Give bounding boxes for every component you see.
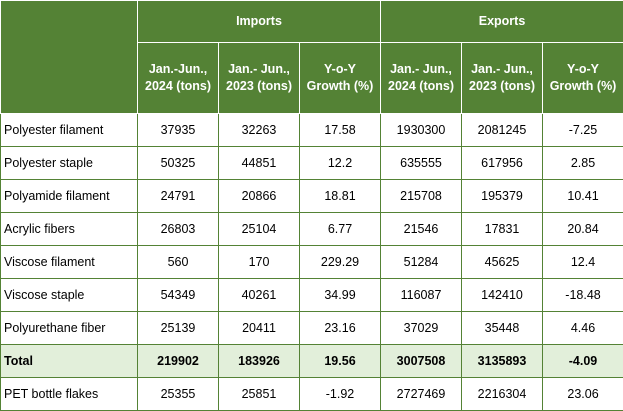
table-cell: 25104 xyxy=(218,212,300,246)
table-cell: 4.46 xyxy=(542,311,623,345)
table-row: Acrylic fibers 26803 25104 6.77 21546 17831 20… xyxy=(0,212,623,246)
column-header: Y-o-Y Growth (%) xyxy=(298,42,382,114)
table-cell: 37935 xyxy=(137,113,219,147)
table-cell: 20411 xyxy=(218,311,300,345)
row-label: PET bottle flakes xyxy=(0,377,138,411)
table-cell: 1930300 xyxy=(380,113,463,147)
table-cell: 40261 xyxy=(218,278,300,312)
column-header: Jan.- Jun., 2023 (tons) xyxy=(461,42,544,114)
table-cell: 54349 xyxy=(137,278,219,312)
row-label: Polyamide filament xyxy=(0,179,138,213)
table-cell: 17.58 xyxy=(298,113,382,147)
table-cell: 560 xyxy=(137,245,219,279)
table-cell: 215708 xyxy=(380,179,463,213)
table-cell: 26803 xyxy=(137,212,219,246)
table-cell: 10.41 xyxy=(542,179,623,213)
column-header: Jan.-Jun., 2024 (tons) xyxy=(137,42,219,114)
table-cell: 25139 xyxy=(137,311,219,345)
table-cell: 2.85 xyxy=(542,146,623,180)
exports-header: Exports xyxy=(380,0,623,43)
imports-header: Imports xyxy=(136,0,382,43)
table-cell: 142410 xyxy=(461,278,544,312)
table-row: Viscose filament 560 170 229.29 51284 45625 12… xyxy=(0,245,623,279)
table-cell: 37029 xyxy=(380,311,463,345)
table-row: Polyamide filament 24791 20866 18.81 215708 1… xyxy=(0,179,623,213)
table-cell: 51284 xyxy=(380,245,463,279)
table-cell: 195379 xyxy=(461,179,544,213)
table-cell: 2216304 xyxy=(461,377,544,411)
table-row: Viscose staple 54349 40261 34.99 116087 14241… xyxy=(0,278,623,312)
table-cell: 25355 xyxy=(137,377,219,411)
table-cell: 3135893 xyxy=(461,344,544,378)
table-cell: 2081245 xyxy=(461,113,544,147)
table-cell: 25851 xyxy=(218,377,300,411)
table-cell: 12.4 xyxy=(542,245,623,279)
table-cell: 34.99 xyxy=(298,278,382,312)
table-cell: 635555 xyxy=(380,146,463,180)
row-label: Total xyxy=(0,344,138,378)
table-cell: 6.77 xyxy=(298,212,382,246)
corner-header xyxy=(0,0,138,114)
row-label: Polyurethane fiber xyxy=(0,311,138,345)
row-label: Viscose filament xyxy=(0,245,138,279)
table-cell: 20866 xyxy=(218,179,300,213)
table-cell: 50325 xyxy=(137,146,219,180)
table-cell: 24791 xyxy=(137,179,219,213)
table-cell: 17831 xyxy=(461,212,544,246)
column-header: Jan.- Jun., 2024 (tons) xyxy=(380,42,463,114)
table-cell: 2727469 xyxy=(380,377,463,411)
table-cell: 12.2 xyxy=(298,146,382,180)
table-cell: -18.48 xyxy=(542,278,623,312)
table-row: Polyurethane fiber 25139 20411 23.16 37029 35… xyxy=(0,311,623,345)
table-cell: 32263 xyxy=(218,113,300,147)
table-cell: 20.84 xyxy=(542,212,623,246)
table-cell: 19.56 xyxy=(298,344,382,378)
table-cell: 18.81 xyxy=(298,179,382,213)
table-row: Polyester filament 37935 32263 17.58 1930300… xyxy=(0,113,623,147)
row-label: Acrylic fibers xyxy=(0,212,138,246)
table-cell: 23.06 xyxy=(542,377,623,411)
table-cell: 183926 xyxy=(218,344,300,378)
table-cell: -7.25 xyxy=(542,113,623,147)
table-cell: 617956 xyxy=(461,146,544,180)
column-header: Y-o-Y Growth (%) xyxy=(542,42,623,114)
table-cell: 21546 xyxy=(380,212,463,246)
table-row: Polyester staple 50325 44851 12.2 635555 6179… xyxy=(0,146,623,180)
table-cell: 219902 xyxy=(137,344,219,378)
table-row: PET bottle flakes 25355 25851 -1.92 2727469 2… xyxy=(0,377,623,411)
column-header: Jan.- Jun., 2023 (tons) xyxy=(218,42,300,114)
table-cell: 3007508 xyxy=(380,344,463,378)
table-cell: 23.16 xyxy=(298,311,382,345)
table-cell: -4.09 xyxy=(542,344,623,378)
row-label: Viscose staple xyxy=(0,278,138,312)
row-label: Polyester filament xyxy=(0,113,138,147)
table-cell: -1.92 xyxy=(298,377,382,411)
row-label: Polyester staple xyxy=(0,146,138,180)
table-cell: 45625 xyxy=(461,245,544,279)
table-cell: 116087 xyxy=(380,278,463,312)
table-cell: 35448 xyxy=(461,311,544,345)
table-cell: 229.29 xyxy=(298,245,382,279)
total-row: Total 219902 183926 19.56 3007508 3135893 -4.0… xyxy=(0,344,623,378)
table-cell: 170 xyxy=(218,245,300,279)
table-cell: 44851 xyxy=(218,146,300,180)
